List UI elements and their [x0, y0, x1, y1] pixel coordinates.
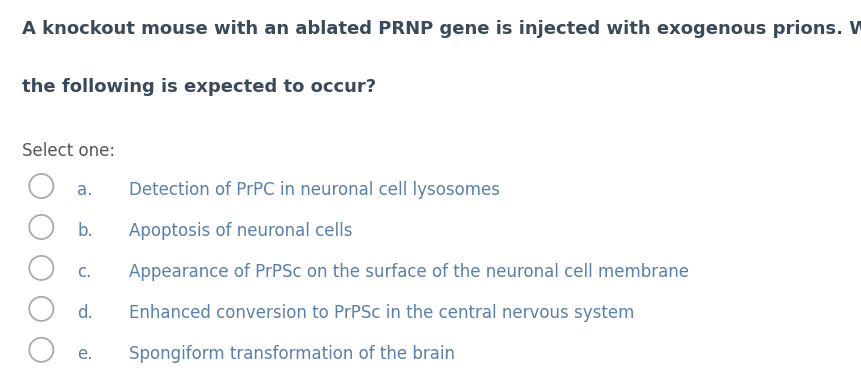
- Text: Select one:: Select one:: [22, 142, 115, 160]
- Text: a.: a.: [77, 181, 93, 199]
- Text: Appearance of PrPSc on the surface of the neuronal cell membrane: Appearance of PrPSc on the surface of th…: [129, 263, 689, 281]
- Text: A knockout mouse with an ablated PRNP gene is injected with exogenous prions. Wh: A knockout mouse with an ablated PRNP ge…: [22, 20, 861, 37]
- Text: e.: e.: [77, 345, 93, 363]
- Text: Enhanced conversion to PrPSc in the central nervous system: Enhanced conversion to PrPSc in the cent…: [129, 304, 635, 322]
- Text: Detection of PrPC in neuronal cell lysosomes: Detection of PrPC in neuronal cell lysos…: [129, 181, 500, 199]
- Text: Spongiform transformation of the brain: Spongiform transformation of the brain: [129, 345, 455, 363]
- Text: Apoptosis of neuronal cells: Apoptosis of neuronal cells: [129, 222, 353, 240]
- Text: the following is expected to occur?: the following is expected to occur?: [22, 78, 375, 96]
- Text: d.: d.: [77, 304, 93, 322]
- Text: c.: c.: [77, 263, 92, 281]
- Text: b.: b.: [77, 222, 93, 240]
